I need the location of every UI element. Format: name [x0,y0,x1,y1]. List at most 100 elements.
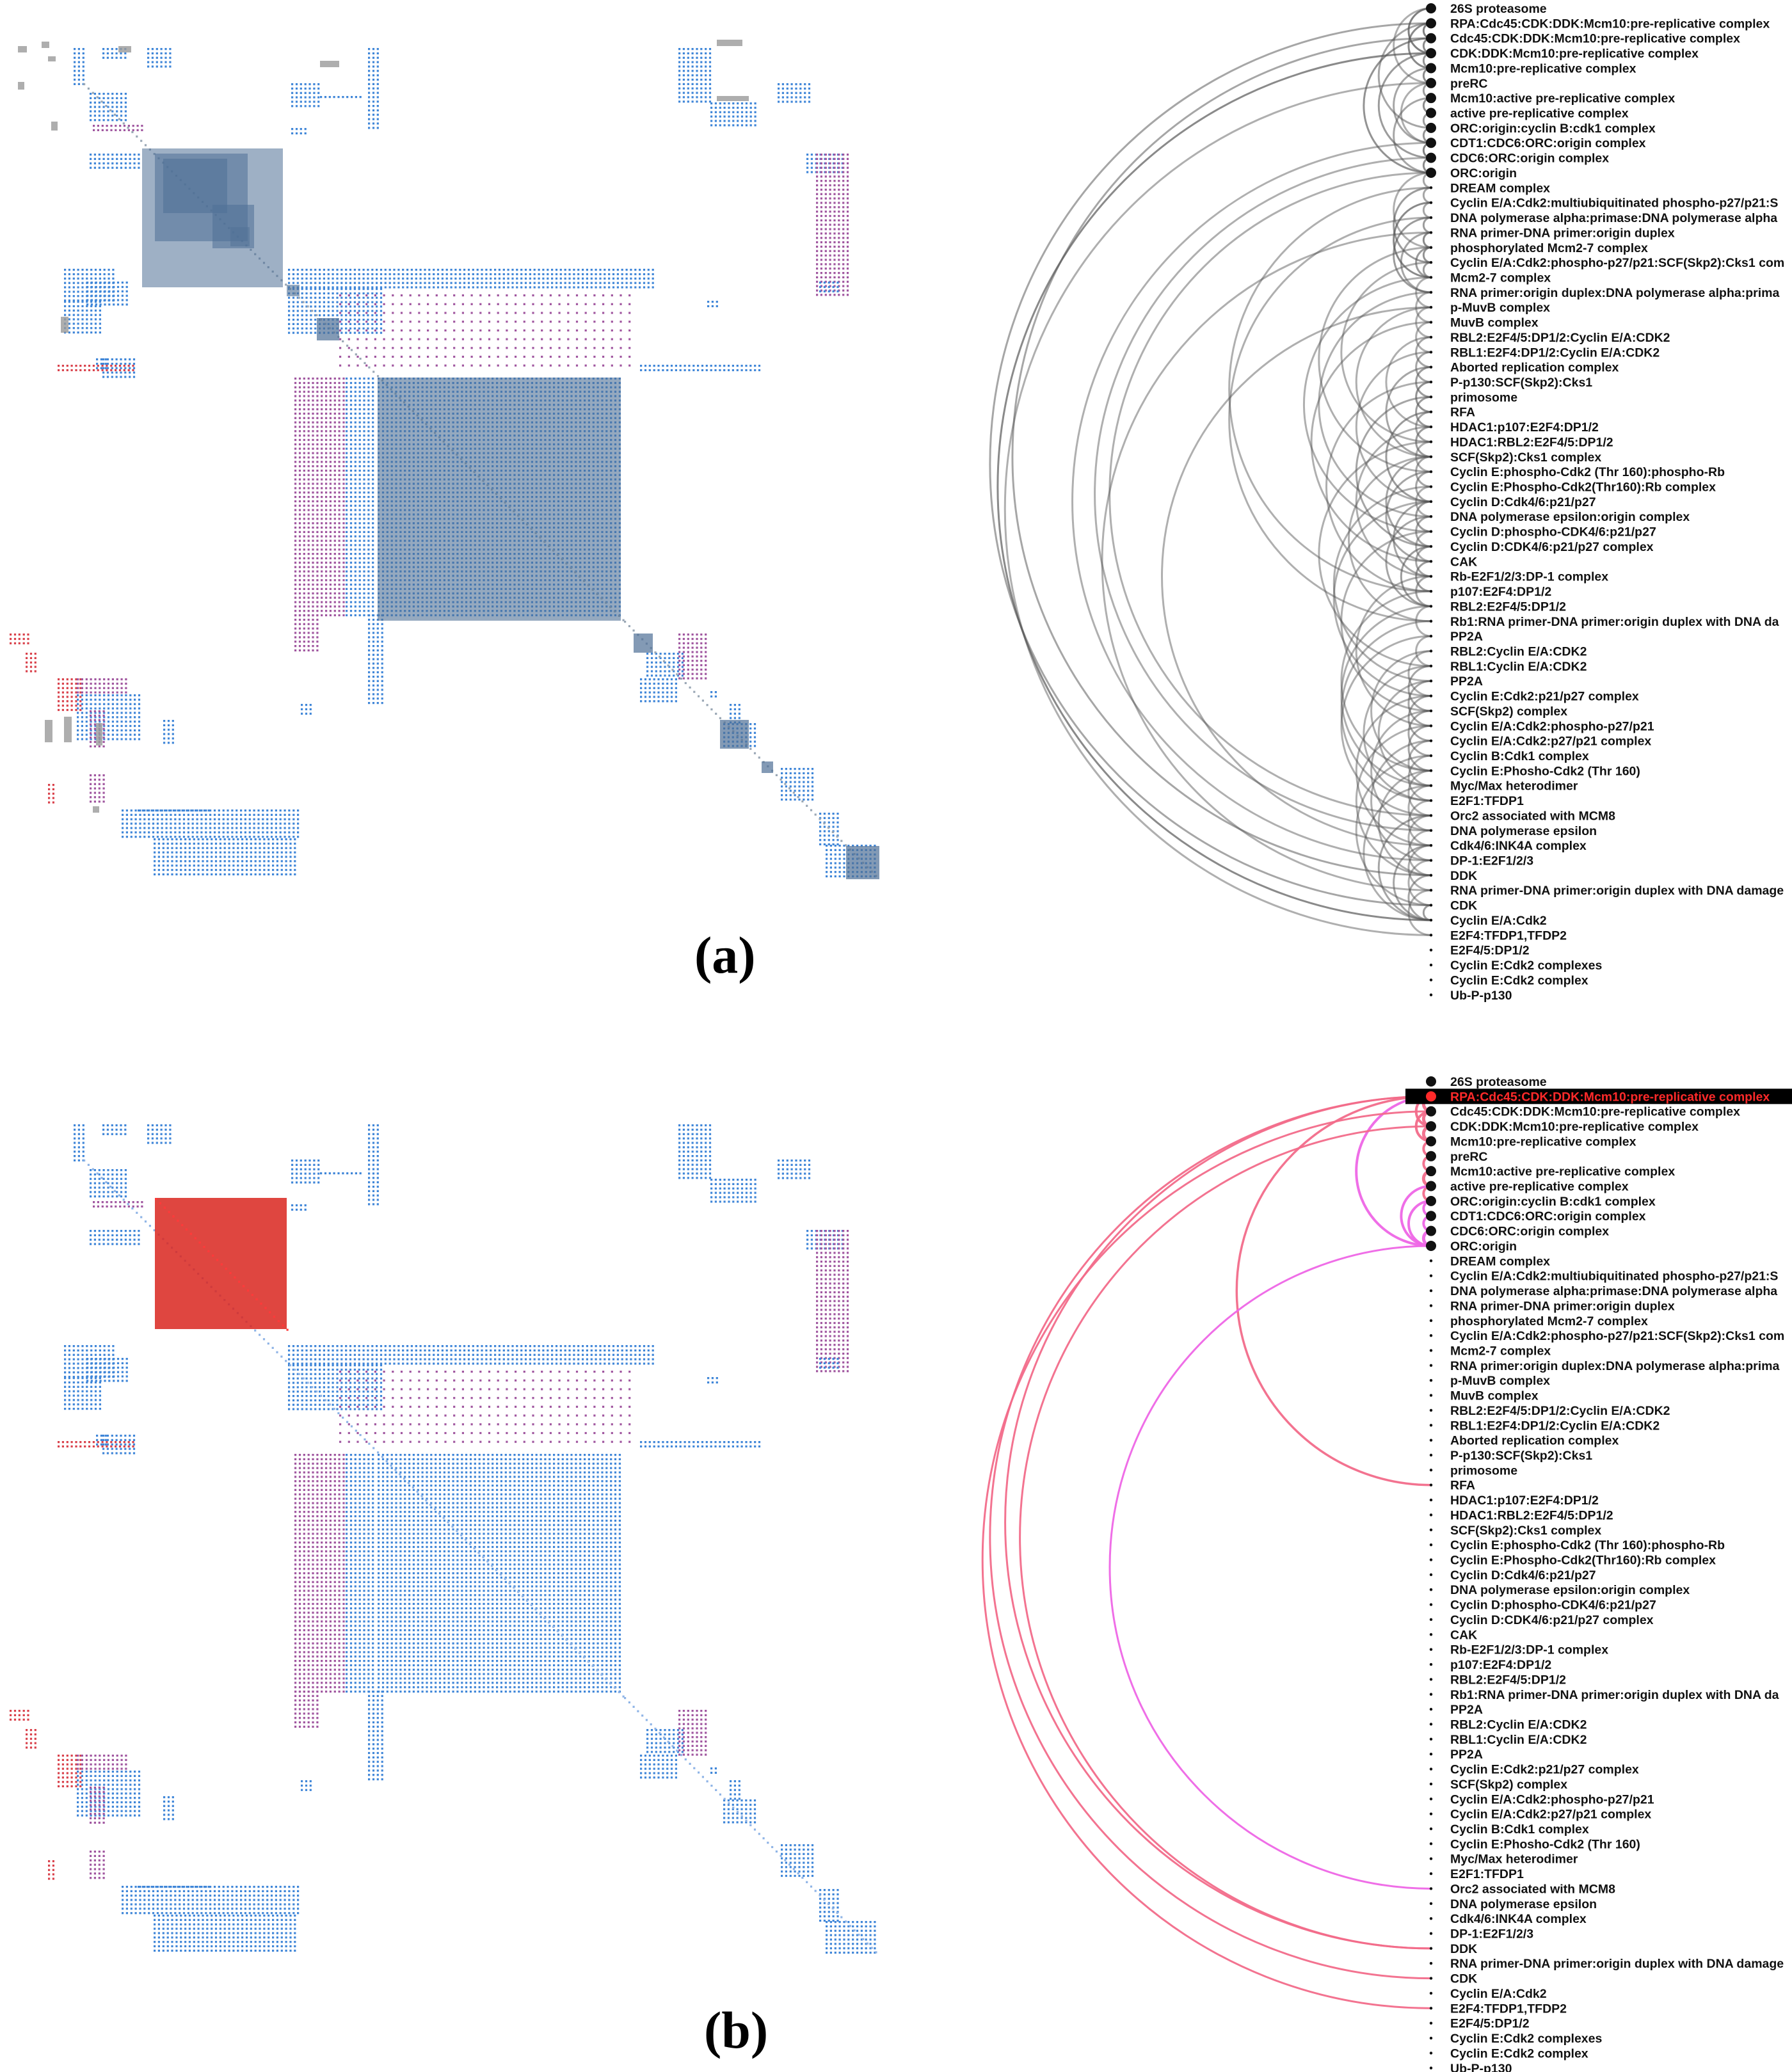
matrix-cell [353,305,356,308]
matrix-cell [298,509,301,511]
matrix-cell [294,461,297,463]
matrix-cell [348,347,350,349]
matrix-cell [639,277,641,280]
matrix-cell [342,408,345,411]
matrix-cell [115,365,117,367]
matrix-cell [349,579,353,582]
matrix-cell [327,269,330,271]
matrix-cell [476,277,479,280]
matrix-cell [381,627,383,630]
matrix-cell [380,269,383,271]
matrix-cell [376,78,379,81]
matrix-cell [363,487,365,490]
matrix-cell [363,381,365,385]
matrix-cell [321,434,323,437]
matrix-cell [372,500,374,502]
matrix-cell [461,294,464,297]
matrix-cell [307,404,310,406]
matrix-cell [319,292,321,295]
matrix-cell [354,509,356,511]
matrix-cell [325,513,328,516]
matrix-cell [325,535,328,538]
matrix-cell [90,294,93,297]
matrix-cell [368,627,371,630]
matrix-cell [332,292,334,295]
matrix-cell [333,395,336,397]
matrix-cell [316,378,319,380]
matrix-cell [338,465,340,468]
matrix-cell [100,362,102,365]
matrix-cell [329,596,332,599]
matrix-cell [288,319,291,321]
matrix-cell [349,430,353,433]
matrix-cell [329,557,332,560]
matrix-cell [363,530,365,533]
matrix-cell [292,305,295,308]
matrix-cell [353,286,356,289]
matrix-cell [301,277,303,280]
matrix-cell [107,154,109,156]
matrix-cell [599,269,602,271]
matrix-cell [303,500,305,502]
matrix-cell [333,548,336,551]
matrix-cell [620,347,622,349]
matrix-cell [409,329,412,331]
matrix-cell [568,277,571,280]
matrix-cell [86,301,88,303]
matrix-cell [316,478,319,481]
matrix-cell [95,290,97,292]
matrix-cell [488,364,491,367]
matrix-cell [72,331,75,334]
matrix-cell [498,269,500,271]
matrix-cell [294,641,297,643]
matrix-cell [294,430,297,433]
matrix-cell [345,319,348,321]
matrix-cell [321,465,323,468]
matrix-cell [295,132,298,134]
matrix-cell [358,530,361,533]
matrix-cell [298,584,301,586]
matrix-cell [111,376,113,378]
matrix-cell [582,277,584,280]
matrix-cell [716,301,718,303]
matrix-cell [428,277,431,280]
matrix-cell [692,369,695,372]
matrix-cell [316,535,319,538]
matrix-cell [308,100,311,103]
matrix-cell [541,338,543,340]
matrix-cell [716,305,718,308]
matrix-cell [95,303,97,306]
matrix-cell [558,294,561,297]
matrix-cell [494,282,497,284]
matrix-cell [577,286,580,289]
matrix-cell [116,110,118,113]
matrix-cell [593,321,596,323]
matrix-cell [384,277,387,280]
matrix-cell [102,367,105,369]
matrix-cell [294,426,297,428]
matrix-cell [108,299,111,301]
matrix-cell [362,331,365,334]
matrix-cell [367,421,370,424]
matrix-cell [348,312,350,314]
matrix-cell [298,605,301,608]
matrix-cell [549,338,552,340]
matrix-cell [384,282,387,284]
matrix-cell [95,299,97,301]
matrix-cell [312,526,314,529]
matrix-cell [363,390,365,393]
matrix-cell [93,115,96,117]
matrix-cell [363,491,365,494]
matrix-cell [567,355,570,358]
matrix-cell [310,331,312,334]
matrix-cell [329,443,332,445]
matrix-cell [160,56,163,59]
matrix-cell [294,447,297,450]
matrix-cell [363,601,365,603]
matrix-cell [714,369,717,372]
matrix-cell [367,509,370,511]
matrix-cell [628,364,631,367]
matrix-cell [616,269,619,271]
matrix-cell [675,365,677,367]
matrix-cell [346,491,348,494]
